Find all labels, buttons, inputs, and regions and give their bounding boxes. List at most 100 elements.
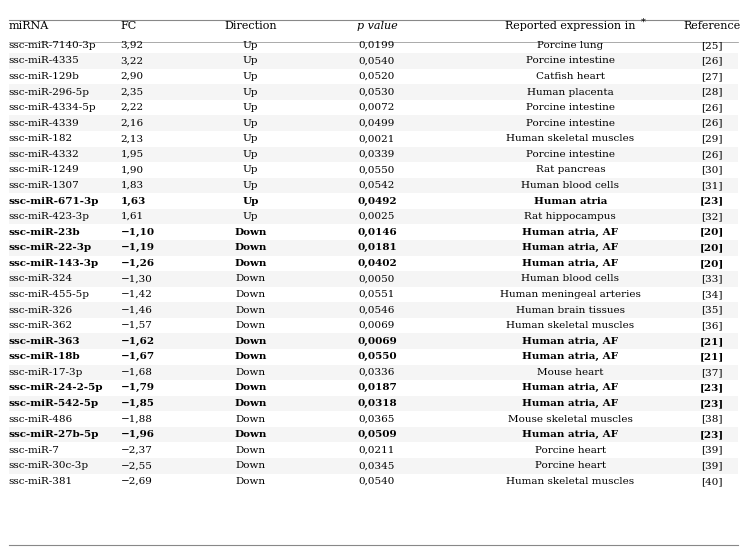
Text: Up: Up — [243, 72, 258, 81]
FancyBboxPatch shape — [9, 396, 738, 411]
Text: miRNA: miRNA — [9, 21, 49, 31]
Text: 0,0509: 0,0509 — [357, 430, 397, 439]
FancyBboxPatch shape — [9, 443, 738, 458]
Text: Up: Up — [243, 181, 258, 190]
FancyBboxPatch shape — [9, 162, 738, 178]
Text: −1,79: −1,79 — [121, 383, 154, 392]
FancyBboxPatch shape — [9, 37, 738, 53]
Text: Down: Down — [234, 337, 267, 345]
Text: Up: Up — [243, 41, 258, 50]
Text: −1,62: −1,62 — [121, 337, 154, 346]
Text: Up: Up — [243, 119, 258, 127]
Text: Human atria, AF: Human atria, AF — [522, 352, 619, 361]
Text: 0,0021: 0,0021 — [359, 134, 395, 143]
Text: 1,61: 1,61 — [121, 212, 144, 221]
Text: Human meningeal arteries: Human meningeal arteries — [500, 290, 641, 299]
Text: 0,0345: 0,0345 — [359, 461, 395, 470]
Text: Up: Up — [243, 134, 258, 143]
Text: 0,0072: 0,0072 — [359, 103, 395, 112]
Text: Porcine lung: Porcine lung — [537, 41, 604, 50]
Text: ssc-miR-671-3p: ssc-miR-671-3p — [9, 197, 99, 206]
Text: Porcine heart: Porcine heart — [535, 446, 606, 455]
FancyBboxPatch shape — [9, 69, 738, 84]
Text: Human atria, AF: Human atria, AF — [522, 337, 619, 346]
Text: 0,0339: 0,0339 — [359, 150, 395, 159]
Text: Down: Down — [235, 306, 266, 315]
Text: 0,0025: 0,0025 — [359, 212, 395, 221]
FancyBboxPatch shape — [9, 115, 738, 131]
Text: ssc-miR-363: ssc-miR-363 — [9, 337, 80, 345]
Text: [37]: [37] — [701, 368, 722, 377]
Text: ssc-miR-362: ssc-miR-362 — [9, 321, 73, 330]
Text: Up: Up — [243, 56, 258, 65]
Text: [40]: [40] — [701, 477, 722, 486]
Text: Human atria: Human atria — [533, 197, 607, 206]
Text: Down: Down — [234, 399, 267, 408]
Text: [36]: [36] — [701, 321, 722, 330]
Text: ssc-miR-7140-3p: ssc-miR-7140-3p — [9, 41, 97, 50]
Text: Reference: Reference — [683, 21, 740, 31]
Text: [35]: [35] — [701, 306, 722, 315]
Text: Down: Down — [235, 321, 266, 330]
Text: −1,67: −1,67 — [121, 352, 154, 361]
Text: Down: Down — [235, 446, 266, 455]
Text: [21]: [21] — [700, 352, 724, 361]
Text: Down: Down — [234, 430, 267, 439]
Text: Human atria, AF: Human atria, AF — [522, 430, 619, 439]
Text: [26]: [26] — [701, 150, 722, 159]
Text: Porcine intestine: Porcine intestine — [526, 119, 615, 127]
Text: 0,0550: 0,0550 — [357, 352, 397, 361]
Text: 2,16: 2,16 — [121, 119, 144, 127]
Text: [23]: [23] — [700, 197, 724, 206]
Text: p value: p value — [357, 21, 397, 31]
Text: [30]: [30] — [701, 165, 722, 174]
Text: −2,55: −2,55 — [121, 461, 152, 470]
Text: Human skeletal muscles: Human skeletal muscles — [506, 134, 634, 143]
FancyBboxPatch shape — [9, 131, 738, 146]
FancyBboxPatch shape — [9, 458, 738, 473]
Text: ssc-miR-423-3p: ssc-miR-423-3p — [9, 212, 90, 221]
Text: 0,0199: 0,0199 — [359, 41, 395, 50]
Text: 0,0542: 0,0542 — [359, 181, 395, 190]
Text: [38]: [38] — [701, 415, 722, 424]
Text: Human blood cells: Human blood cells — [521, 181, 619, 190]
Text: Up: Up — [243, 165, 258, 174]
Text: Rat hippocampus: Rat hippocampus — [524, 212, 616, 221]
Text: 0,0540: 0,0540 — [359, 56, 395, 65]
FancyBboxPatch shape — [9, 209, 738, 224]
Text: [20]: [20] — [700, 259, 724, 268]
Text: Down: Down — [234, 259, 267, 268]
Text: *: * — [641, 18, 646, 27]
Text: FC: FC — [121, 21, 136, 31]
Text: [21]: [21] — [700, 337, 724, 345]
Text: −1,57: −1,57 — [121, 321, 152, 330]
Text: Mouse heart: Mouse heart — [537, 368, 604, 377]
Text: [31]: [31] — [701, 181, 722, 190]
Text: Human atria, AF: Human atria, AF — [522, 399, 619, 408]
FancyBboxPatch shape — [9, 318, 738, 334]
FancyBboxPatch shape — [9, 146, 738, 162]
Text: [23]: [23] — [700, 383, 724, 392]
Text: Up: Up — [243, 103, 258, 112]
Text: Rat pancreas: Rat pancreas — [536, 165, 605, 174]
Text: Human atria, AF: Human atria, AF — [522, 228, 619, 236]
Text: −1,19: −1,19 — [121, 243, 154, 252]
Text: Down: Down — [234, 352, 267, 361]
Text: Human brain tissues: Human brain tissues — [516, 306, 625, 315]
FancyBboxPatch shape — [9, 334, 738, 349]
Text: −1,96: −1,96 — [121, 430, 154, 439]
Text: Mouse skeletal muscles: Mouse skeletal muscles — [508, 415, 633, 424]
Text: −1,10: −1,10 — [121, 228, 154, 236]
Text: ssc-miR-24-2-5p: ssc-miR-24-2-5p — [9, 383, 103, 392]
Text: ssc-miR-542-5p: ssc-miR-542-5p — [9, 399, 99, 408]
Text: ssc-miR-23b: ssc-miR-23b — [9, 228, 80, 236]
Text: 0,0187: 0,0187 — [357, 383, 397, 392]
Text: ssc-miR-182: ssc-miR-182 — [9, 134, 73, 143]
Text: Human placenta: Human placenta — [527, 88, 613, 97]
FancyBboxPatch shape — [9, 380, 738, 396]
Text: 0,0069: 0,0069 — [357, 337, 397, 346]
Text: Down: Down — [235, 415, 266, 424]
Text: [25]: [25] — [701, 41, 722, 50]
Text: Down: Down — [234, 228, 267, 236]
Text: 2,22: 2,22 — [121, 103, 144, 112]
